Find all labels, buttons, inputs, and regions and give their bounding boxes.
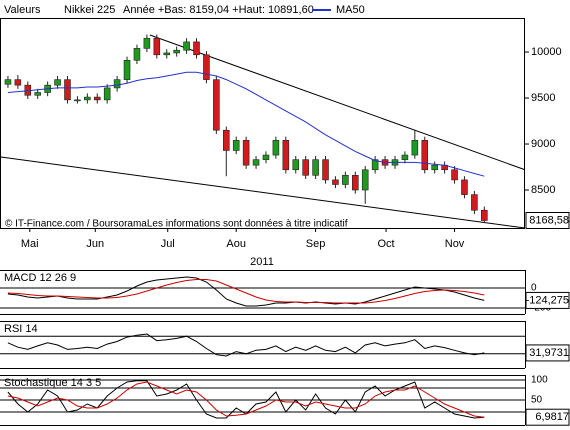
x-tick-label: Oct <box>377 238 394 250</box>
candle-body <box>361 169 369 191</box>
last-value-label-box <box>525 344 570 362</box>
x-title: 2011 <box>250 256 274 268</box>
candle-body <box>272 140 280 156</box>
candle-body <box>431 164 438 171</box>
last-value-label: -124,275 <box>526 294 569 306</box>
last-value-label-box <box>525 408 570 426</box>
range-note: Année +Bas: 8159,04 +Haut: 10891,60 <box>123 4 314 16</box>
candle-body <box>54 79 61 86</box>
footer: © IT-Finance.com / BoursoramaLes informa… <box>5 219 348 230</box>
candle-body <box>222 129 230 151</box>
candle-body <box>352 174 359 191</box>
candle-body <box>451 169 458 181</box>
candle-body <box>213 79 220 131</box>
chart-title: Valeurs <box>4 4 41 16</box>
candle-body <box>183 41 190 51</box>
candle-body <box>4 79 12 85</box>
candle-body <box>411 140 419 156</box>
candle-body <box>193 41 200 56</box>
x-tick-label: Mai <box>21 238 39 250</box>
candle-body <box>64 79 71 101</box>
trendline <box>0 156 526 229</box>
candle-body <box>232 140 240 151</box>
last-value-label-box <box>525 211 570 229</box>
last-value-label: 31,9731 <box>529 347 569 359</box>
indicator-line <box>7 279 485 304</box>
x-tick-label: Sep <box>306 238 326 250</box>
candle-body <box>302 159 309 176</box>
x-tick-label: Aou <box>226 238 246 250</box>
y-tick-label: 9500 <box>531 92 555 104</box>
candle-body <box>292 159 300 171</box>
legend-label: MA50 <box>336 4 365 16</box>
candle-body <box>163 52 171 56</box>
candle-body <box>312 159 319 176</box>
candle-body <box>262 154 270 160</box>
candle-body <box>133 48 141 61</box>
indicator-line <box>7 333 485 357</box>
panel-title: Stochastique 14 3 5 <box>4 377 101 389</box>
candle-body <box>282 140 290 171</box>
candle-body <box>332 179 339 185</box>
candle-body <box>153 37 161 56</box>
candle-body <box>471 194 478 211</box>
plot-frame <box>0 18 525 229</box>
candle-body <box>481 209 488 221</box>
indicator-line <box>7 381 485 418</box>
last-value-label: 6,9817 <box>535 411 569 423</box>
candle-body <box>461 179 468 195</box>
candle-body <box>371 159 379 171</box>
y-tick-label: 10000 <box>531 46 562 58</box>
candle-body <box>143 37 151 49</box>
candle-body <box>103 87 111 101</box>
candle-body <box>84 96 91 101</box>
instrument: Nikkei 225 <box>64 4 115 16</box>
y-tick-label: 9000 <box>531 138 555 150</box>
panel-title: RSI 14 <box>4 323 38 335</box>
x-tick-label: Nov <box>445 238 465 250</box>
y-tick-label: 50 <box>531 395 543 406</box>
candle-body <box>173 49 180 54</box>
y-tick-label: 100 <box>531 375 548 386</box>
x-tick-label: Jul <box>161 238 175 250</box>
candle-body <box>421 140 429 171</box>
indicator-line <box>7 276 485 307</box>
y-tick-label: 0 <box>531 283 537 294</box>
trendline <box>149 34 526 171</box>
panel-title: MACD 12 26 9 <box>4 272 76 284</box>
ma-line <box>7 71 485 177</box>
candle-body <box>123 60 131 80</box>
x-tick-label: Jun <box>86 238 104 250</box>
candle-body <box>203 54 210 80</box>
candle-body <box>401 154 409 160</box>
candle-body <box>342 174 349 185</box>
candle-body <box>74 99 81 102</box>
candle-body <box>113 79 121 89</box>
candle-body <box>242 140 250 166</box>
candle-body <box>93 96 101 101</box>
y-tick-label: 8500 <box>531 184 555 196</box>
candle-body <box>252 159 260 166</box>
candle-body <box>34 92 41 96</box>
candle-body <box>14 79 22 86</box>
last-value-label: 8168,58 <box>529 214 569 226</box>
last-value-label-box <box>525 291 570 309</box>
candle-body <box>322 159 329 181</box>
